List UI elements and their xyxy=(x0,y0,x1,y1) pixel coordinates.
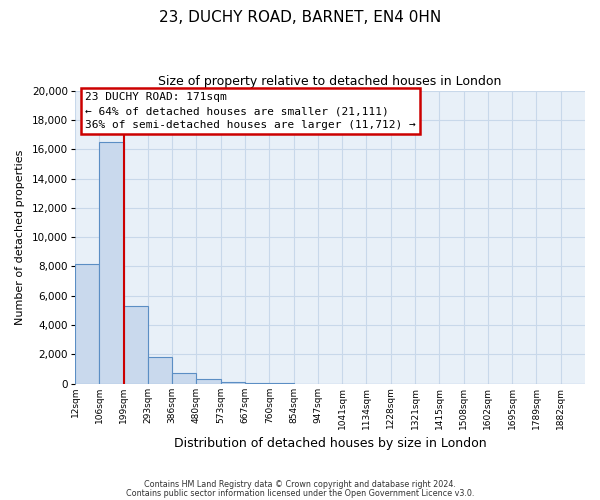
Text: 23 DUCHY ROAD: 171sqm
← 64% of detached houses are smaller (21,111)
36% of semi-: 23 DUCHY ROAD: 171sqm ← 64% of detached … xyxy=(85,92,416,130)
Y-axis label: Number of detached properties: Number of detached properties xyxy=(15,150,25,325)
Bar xyxy=(221,382,245,384)
Text: Contains HM Land Registry data © Crown copyright and database right 2024.: Contains HM Land Registry data © Crown c… xyxy=(144,480,456,489)
Title: Size of property relative to detached houses in London: Size of property relative to detached ho… xyxy=(158,75,502,88)
Bar xyxy=(269,383,293,384)
Bar xyxy=(99,142,124,384)
Text: 23, DUCHY ROAD, BARNET, EN4 0HN: 23, DUCHY ROAD, BARNET, EN4 0HN xyxy=(159,10,441,25)
Bar xyxy=(245,382,269,384)
X-axis label: Distribution of detached houses by size in London: Distribution of detached houses by size … xyxy=(173,437,487,450)
Bar xyxy=(172,373,196,384)
Bar xyxy=(196,380,221,384)
Text: Contains public sector information licensed under the Open Government Licence v3: Contains public sector information licen… xyxy=(126,489,474,498)
Bar xyxy=(148,358,172,384)
Bar xyxy=(124,306,148,384)
Bar xyxy=(75,264,99,384)
